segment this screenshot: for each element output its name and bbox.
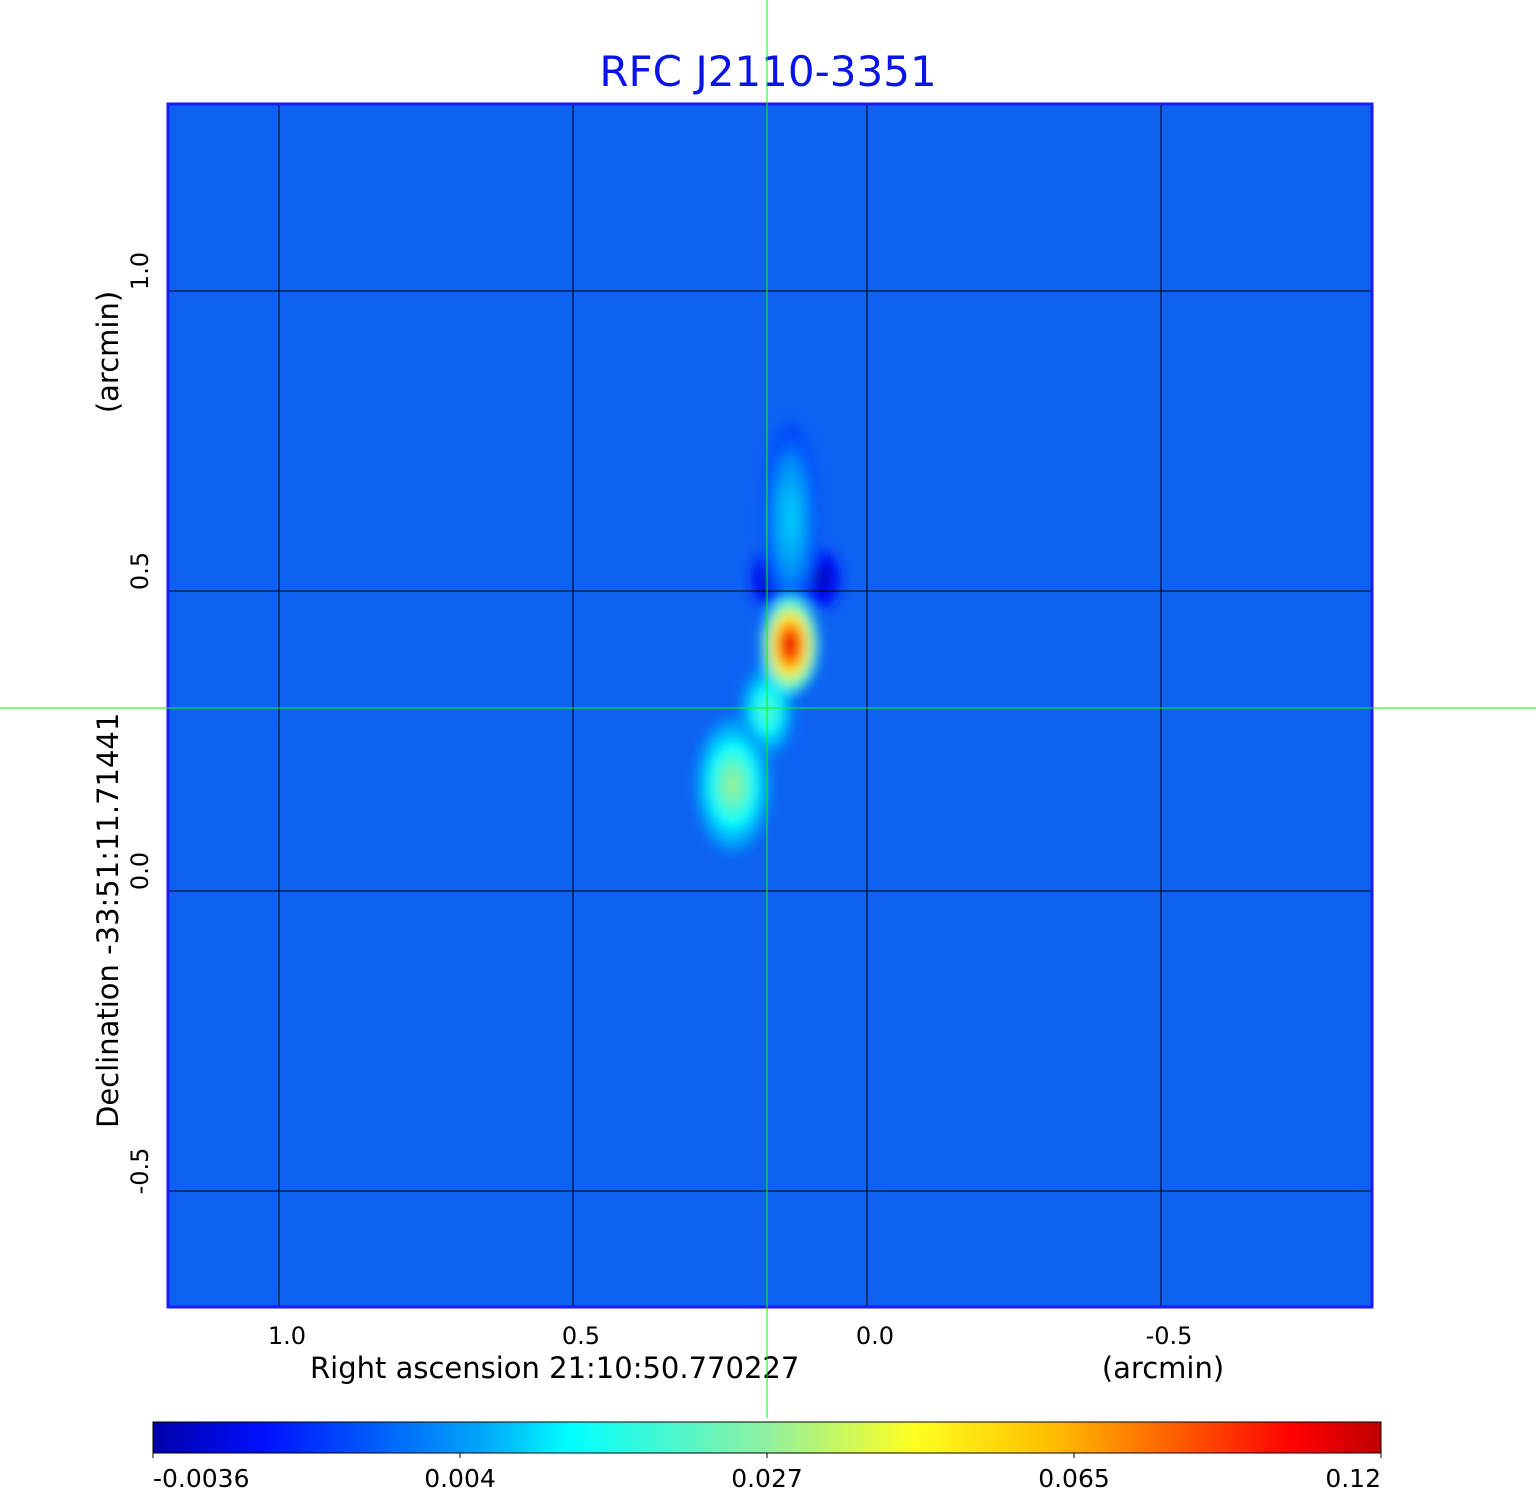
colorbar-tick-label: -0.0036 — [153, 1464, 250, 1493]
source-component-jet-knot — [726, 773, 740, 796]
x-tick-label: 1.0 — [268, 1322, 306, 1350]
x-axis-label: Right ascension 21:10:50.770227 — [310, 1351, 799, 1385]
y-tick-label: 0.0 — [126, 852, 154, 890]
y-axis-label: Declination -33:51:11.71441 — [91, 713, 125, 1128]
x-tick-label: 0.5 — [562, 1322, 600, 1350]
colorbar-tick-label: 0.004 — [424, 1464, 496, 1493]
plot-frame — [166, 102, 1374, 1309]
colorbar-tick-label: 0.027 — [731, 1464, 803, 1493]
source-component-north-lobe — [785, 503, 796, 535]
y-axis-unit: (arcmin) — [91, 291, 125, 413]
colorbar-tick-label: 0.065 — [1038, 1464, 1110, 1493]
x-tick-label: -0.5 — [1146, 1322, 1193, 1350]
colorbar — [152, 1421, 1382, 1454]
y-tick-label: -0.5 — [126, 1148, 154, 1195]
chart-title: RFC J2110-3351 — [599, 47, 936, 96]
source-component-core — [785, 637, 795, 653]
source-component-negative-east — [818, 574, 825, 584]
y-tick-label: 0.5 — [126, 552, 154, 590]
plot-area — [168, 104, 1372, 1307]
y-tick-label: 1.0 — [126, 252, 154, 290]
x-axis-unit: (arcmin) — [1102, 1351, 1224, 1385]
colorbar-tick-label: 0.12 — [1325, 1464, 1381, 1493]
x-tick-label: 0.0 — [856, 1322, 894, 1350]
